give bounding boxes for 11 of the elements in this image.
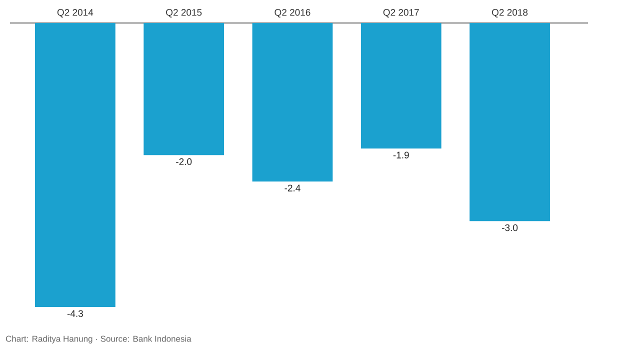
data-label: -4.3 [67,310,83,317]
data-label: -3.0 [502,224,518,232]
text: Chart: Raditya Hanung · Source: Bank Indonesia [6,336,192,344]
data-label: -1.9 [393,152,409,158]
x-tick-label: Q2 2016 [274,9,310,18]
x-tick-label: Q2 2014 [57,9,94,18]
x-tick-label: Q2 2017 [383,9,419,18]
x-tick-label: Q2 2018 [492,9,528,18]
x-tick-label: Q2 2015 [166,9,202,18]
data-label: -2.0 [176,158,192,166]
data-label: -2.4 [284,184,300,192]
